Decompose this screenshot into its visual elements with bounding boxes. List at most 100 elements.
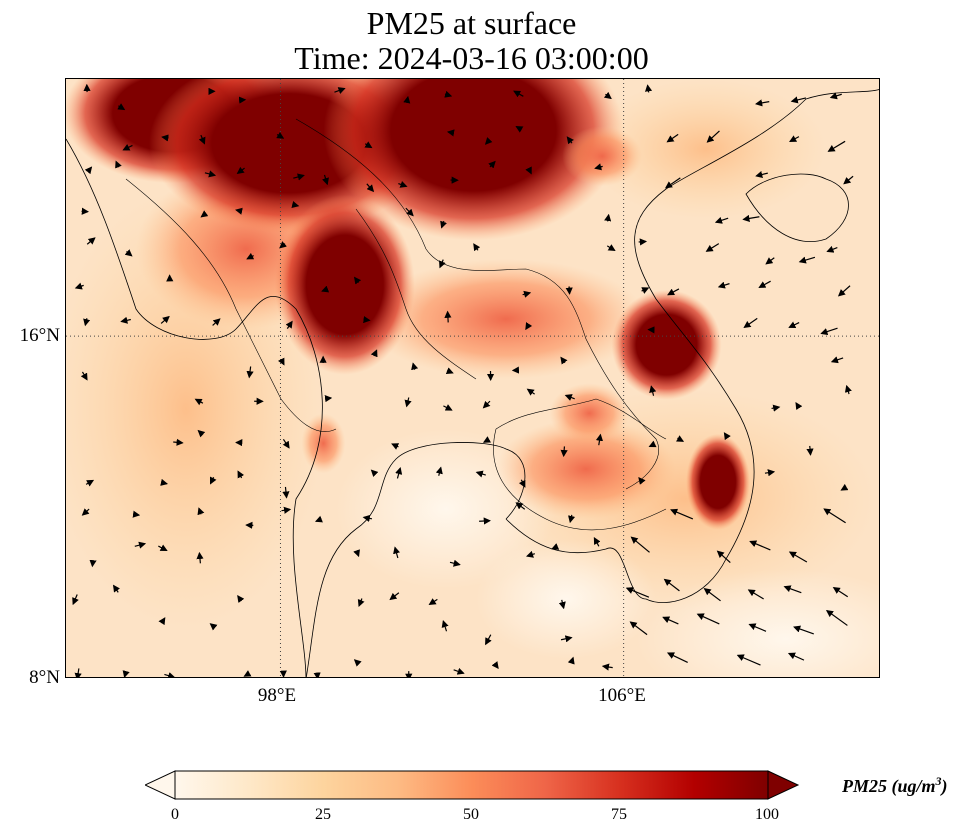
wind-arrow xyxy=(86,237,96,245)
wind-arrow xyxy=(625,587,650,598)
wind-arrow xyxy=(705,243,720,252)
wind-arrow xyxy=(74,668,82,677)
wind-arrow xyxy=(158,617,166,626)
wind-arrow xyxy=(81,508,90,516)
wind-arrow xyxy=(363,316,371,324)
wind-arrow xyxy=(353,549,360,558)
wind-arrow xyxy=(366,183,375,193)
wind-arrow xyxy=(370,349,378,358)
wind-arrow xyxy=(736,654,761,666)
wind-arrow xyxy=(832,586,849,598)
wind-arrow xyxy=(830,356,844,364)
wind-arrow xyxy=(281,506,292,514)
wind-arrow xyxy=(641,287,650,294)
wind-arrow xyxy=(353,276,362,285)
wind-arrow xyxy=(212,318,221,326)
wind-arrow xyxy=(515,502,526,510)
wind-arrow xyxy=(439,259,446,269)
coastlines xyxy=(66,89,879,677)
wind-arrow xyxy=(364,141,373,149)
wind-arrow xyxy=(132,510,141,518)
wind-arrow xyxy=(630,536,650,553)
wind-arrow xyxy=(370,469,379,478)
wind-arrow xyxy=(445,367,454,375)
wind-arrow xyxy=(435,466,443,476)
wind-arrow xyxy=(664,177,681,189)
wind-arrow xyxy=(649,385,657,396)
wind-arrow xyxy=(491,661,499,670)
wind-arrow xyxy=(322,174,329,186)
wind-vectors xyxy=(72,83,854,677)
wind-arrow xyxy=(820,327,838,335)
wind-arrow xyxy=(595,433,604,446)
wind-arrow xyxy=(473,243,481,252)
wind-arrow xyxy=(389,592,400,601)
colorbar-min-extend xyxy=(145,770,176,800)
wind-arrow xyxy=(321,285,330,293)
wind-arrow xyxy=(758,280,771,288)
wind-arrow xyxy=(161,134,169,142)
wind-arrow xyxy=(334,87,346,94)
wind-arrow xyxy=(134,541,147,549)
wind-arrow xyxy=(525,166,532,175)
wind-arrow xyxy=(453,667,465,675)
wind-arrow xyxy=(357,598,365,607)
hotspot-vietnam-north xyxy=(562,126,643,187)
wind-arrow xyxy=(606,244,616,251)
wind-arrow xyxy=(518,479,526,488)
wind-arrow xyxy=(440,220,448,229)
colorbar-tick-100: 100 xyxy=(755,806,779,823)
wind-arrow xyxy=(236,166,245,175)
wind-arrow xyxy=(197,507,205,516)
wind-arrow xyxy=(85,479,95,487)
wind-arrow xyxy=(825,609,848,626)
wind-arrow xyxy=(703,588,721,602)
gridlines xyxy=(66,79,879,677)
wind-arrow xyxy=(593,536,601,547)
wind-arrow xyxy=(515,126,524,133)
wind-arrow xyxy=(747,589,764,600)
wind-arrow xyxy=(648,440,657,448)
wind-arrow xyxy=(568,514,576,524)
wind-arrow xyxy=(403,95,411,104)
wind-arrow xyxy=(764,469,776,477)
wind-arrow xyxy=(798,256,816,264)
hotspot-myanmar-coast xyxy=(301,413,346,474)
wind-arrow xyxy=(173,438,184,446)
wind-arrow xyxy=(482,436,492,443)
wind-arrow xyxy=(638,238,648,246)
wind-arrow xyxy=(560,635,573,643)
wind-arrow xyxy=(790,96,807,104)
wind-arrow xyxy=(444,310,452,323)
wind-arrow xyxy=(525,550,536,558)
wind-arrow xyxy=(787,652,805,661)
wind-arrow xyxy=(566,136,574,145)
country-borders xyxy=(125,118,667,531)
lat-label-8n: 8°N xyxy=(29,667,60,688)
wind-arrow xyxy=(827,140,846,152)
wind-arrow xyxy=(666,652,688,663)
wind-arrow xyxy=(714,216,729,224)
colorbar-title-exponent: 3 xyxy=(935,774,942,788)
wind-arrow xyxy=(788,551,808,563)
wind-arrow xyxy=(755,99,770,107)
wind-arrow xyxy=(282,486,290,499)
colorbar-tick-75: 75 xyxy=(611,806,627,823)
wind-arrow xyxy=(279,241,287,249)
lon-label-98e: 98°E xyxy=(257,685,297,706)
wind-arrow xyxy=(164,672,176,677)
wind-arrow xyxy=(117,103,126,111)
wind-arrow xyxy=(717,281,730,289)
wind-arrow xyxy=(749,540,771,551)
wind-arrow xyxy=(567,656,575,665)
wind-arrow xyxy=(788,321,800,328)
wind-arrow xyxy=(662,616,679,625)
wind-arrow xyxy=(395,467,403,479)
wind-arrow xyxy=(645,84,653,93)
wind-arrow xyxy=(826,245,838,253)
wind-arrow xyxy=(560,446,568,458)
wind-arrow xyxy=(795,402,803,411)
wind-arrow xyxy=(525,322,533,331)
wind-arrow xyxy=(293,173,305,181)
hotspot-cambodia-east xyxy=(686,433,750,530)
